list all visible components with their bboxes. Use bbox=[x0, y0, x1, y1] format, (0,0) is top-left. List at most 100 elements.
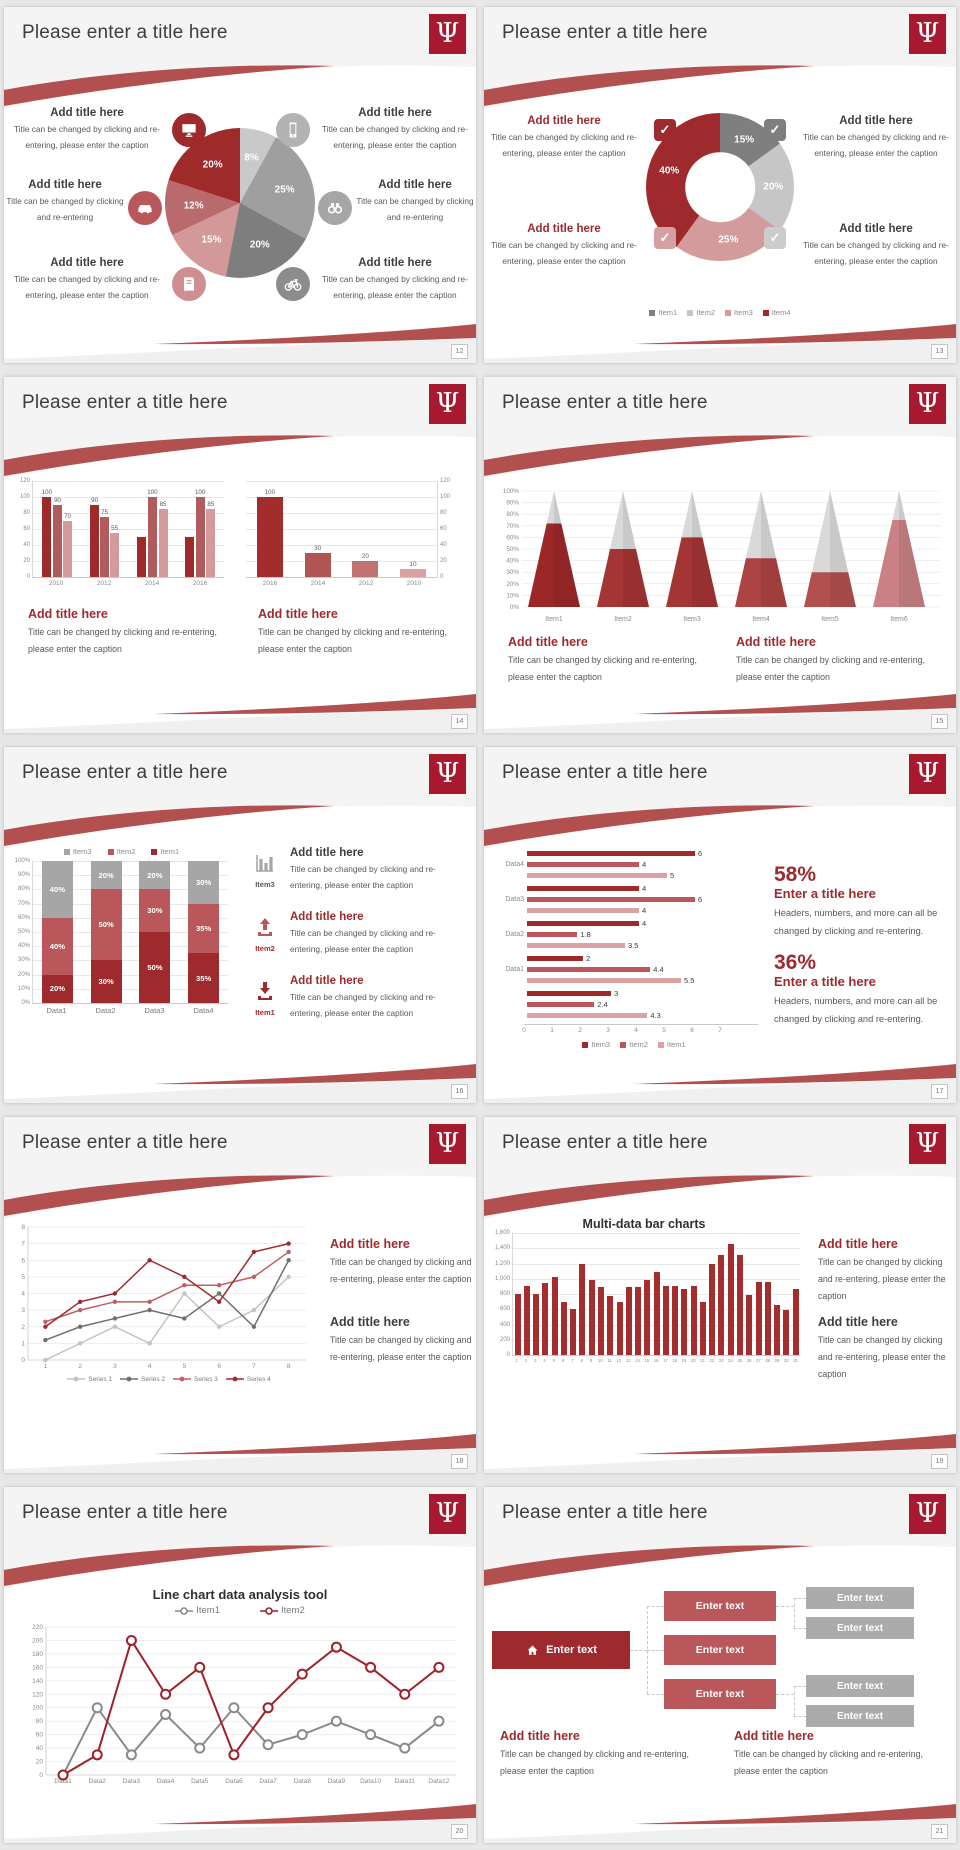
legend-label: Item3 bbox=[591, 1040, 611, 1049]
bar bbox=[158, 509, 168, 577]
bar-group: 30% 50% 20% bbox=[82, 861, 131, 1003]
bar-group bbox=[522, 1233, 531, 1355]
bar-group bbox=[735, 1233, 744, 1355]
callout-icon: Item3 bbox=[250, 851, 280, 889]
iu-logo: Ψ bbox=[429, 754, 466, 794]
x-tick: 7 bbox=[718, 1027, 722, 1034]
bar-group bbox=[643, 1233, 652, 1355]
x-tick: 0 bbox=[522, 1027, 526, 1034]
bar-group bbox=[726, 1233, 735, 1355]
slide-pie-infographic[interactable]: Please enter a title here Ψ 8% 25% 20% 15% 12%… bbox=[4, 7, 476, 363]
callout-caption: Title can be changed by clicking and re-… bbox=[6, 196, 124, 223]
callout: Add title here Title can be changed by cl… bbox=[322, 257, 468, 303]
svg-text:100: 100 bbox=[32, 1705, 43, 1712]
slide-donut-checkboxes[interactable]: Please enter a title here Ψ 15% 20% 25% 40% Ad… bbox=[484, 7, 956, 363]
gridline bbox=[246, 513, 437, 514]
svg-text:120: 120 bbox=[32, 1691, 43, 1698]
x-tick: 28 bbox=[765, 1358, 770, 1363]
stat-block: 58% Enter a title here Headers, numbers, a… bbox=[774, 863, 946, 940]
hbar-row: 2.4 bbox=[527, 1000, 758, 1009]
hbar-row: 6 bbox=[527, 849, 758, 858]
svg-text:50%: 50% bbox=[506, 546, 519, 553]
slide-title: Please enter a title here bbox=[502, 1132, 708, 1153]
svg-text:20%: 20% bbox=[506, 581, 519, 588]
svg-text:Data3: Data3 bbox=[123, 1778, 141, 1785]
bar-group: 30 bbox=[294, 481, 342, 577]
slide-cone-chart[interactable]: Please enter a title here Ψ 0% 10% 20% 30% 40%… bbox=[484, 377, 956, 733]
y-tick: 0% bbox=[21, 1000, 30, 1006]
swoosh-top-decoration bbox=[4, 1539, 476, 1589]
bar bbox=[653, 1271, 660, 1355]
bar-wrap bbox=[662, 1233, 669, 1355]
callout-caption: Title can be changed by clicking and re-… bbox=[491, 132, 637, 159]
gridline bbox=[33, 545, 224, 546]
legend-item: Item2 bbox=[107, 847, 136, 856]
x-tick: 13 bbox=[625, 1358, 631, 1363]
slide-horizontal-bar-chart[interactable]: Please enter a title here Ψ Data4 6 4 5 Data3 4… bbox=[484, 747, 956, 1103]
slide-org-chart[interactable]: Please enter a title here Ψ Enter text Ente… bbox=[484, 1487, 956, 1843]
bar-wrap bbox=[792, 1233, 799, 1355]
bar-group: 35% 35% 30% bbox=[179, 861, 228, 1003]
bar-wrap: 20% 40% 40% bbox=[41, 861, 73, 1003]
slide-multi-data-bar-chart[interactable]: Please enter a title here Ψ Multi-data bar… bbox=[484, 1117, 956, 1473]
y-tick: 90% bbox=[17, 872, 30, 879]
monitor-icon bbox=[182, 124, 196, 137]
segment-label: 50% bbox=[98, 920, 114, 930]
checkbox-icon: ✓ bbox=[764, 119, 786, 141]
svg-text:4: 4 bbox=[148, 1363, 152, 1370]
bar bbox=[527, 872, 667, 879]
slide-header: Please enter a title here Ψ bbox=[4, 1487, 476, 1539]
slice-label: 12% bbox=[183, 200, 204, 212]
chart-plot-row: 0 20 40 60 80 100 120 100 90 70 90 75 55 100 85 100 85 bbox=[16, 478, 224, 580]
svg-text:Item6: Item6 bbox=[890, 616, 908, 623]
x-tick: 23 bbox=[718, 1358, 724, 1363]
slide-line-chart-analysis[interactable]: Please enter a title here Ψ Line chart dat… bbox=[4, 1487, 476, 1843]
bar-value-label: 4.4 bbox=[653, 965, 664, 974]
hbar-group: Data3 4 6 4 bbox=[490, 884, 758, 915]
x-tick: 18 bbox=[672, 1358, 678, 1363]
bar-value-label: 4 bbox=[642, 860, 647, 869]
slide-line-chart-four-series[interactable]: Please enter a title here Ψ 0 1 2 3 4 5 6 7 8 1 2 3 4 5… bbox=[4, 1117, 476, 1473]
section-block: Add title here Title can be changed by cl… bbox=[736, 635, 934, 686]
iu-logo: Ψ bbox=[909, 1494, 946, 1534]
x-tick: 2014 bbox=[310, 580, 326, 587]
iu-trident-icon: Ψ bbox=[435, 387, 460, 419]
bar-wrap bbox=[727, 1233, 734, 1355]
stat-title: Enter a title here bbox=[774, 974, 876, 990]
bar-value-label: 2 bbox=[586, 954, 591, 963]
org-connector bbox=[647, 1694, 664, 1695]
callout-icon-circle bbox=[276, 113, 310, 147]
y-tick: 60 bbox=[440, 526, 447, 532]
x-tick: 2016 bbox=[262, 580, 278, 587]
bar-group bbox=[708, 1233, 717, 1355]
svg-text:Item4: Item4 bbox=[752, 616, 770, 623]
slice-label: 20% bbox=[763, 181, 784, 193]
bar bbox=[774, 1304, 781, 1355]
bar-group bbox=[513, 1233, 522, 1355]
binoculars-icon bbox=[327, 203, 343, 214]
hbar-row: 3 bbox=[527, 989, 758, 998]
slide-bar-charts-pair[interactable]: Please enter a title here Ψ 0 20 40 60 80 100 12… bbox=[4, 377, 476, 733]
bar-wrap: 70 bbox=[63, 481, 73, 577]
hbar-row: 5 bbox=[527, 871, 758, 880]
y-tick: 10% bbox=[17, 985, 30, 992]
callout-title: Add title here bbox=[839, 223, 913, 235]
svg-text:40%: 40% bbox=[506, 558, 519, 565]
slide-stacked-column-chart[interactable]: Please enter a title here Ψ Item3 Item2 Item… bbox=[4, 747, 476, 1103]
x-tick: 22 bbox=[709, 1358, 715, 1363]
y-tick: 1,600 bbox=[494, 1230, 510, 1236]
bar-value-label: 90 bbox=[54, 497, 61, 504]
bar-group bbox=[532, 1233, 541, 1355]
slide-header: Please enter a title here Ψ bbox=[4, 747, 476, 799]
bar-group: 100 90 70 bbox=[33, 481, 81, 577]
legend-label: Item2 bbox=[116, 847, 136, 856]
org-connector bbox=[794, 1716, 806, 1717]
bar-wrap: 20 bbox=[352, 481, 379, 577]
callout: Add title here Title can be changed by cl… bbox=[802, 223, 950, 269]
org-leaf-box: Enter text bbox=[806, 1617, 914, 1639]
bar bbox=[662, 1286, 669, 1355]
page-number-badge: 15 bbox=[931, 714, 948, 729]
bar-wrap bbox=[625, 1233, 632, 1355]
bars-row bbox=[513, 1233, 800, 1355]
slide-title: Please enter a title here bbox=[22, 762, 228, 783]
